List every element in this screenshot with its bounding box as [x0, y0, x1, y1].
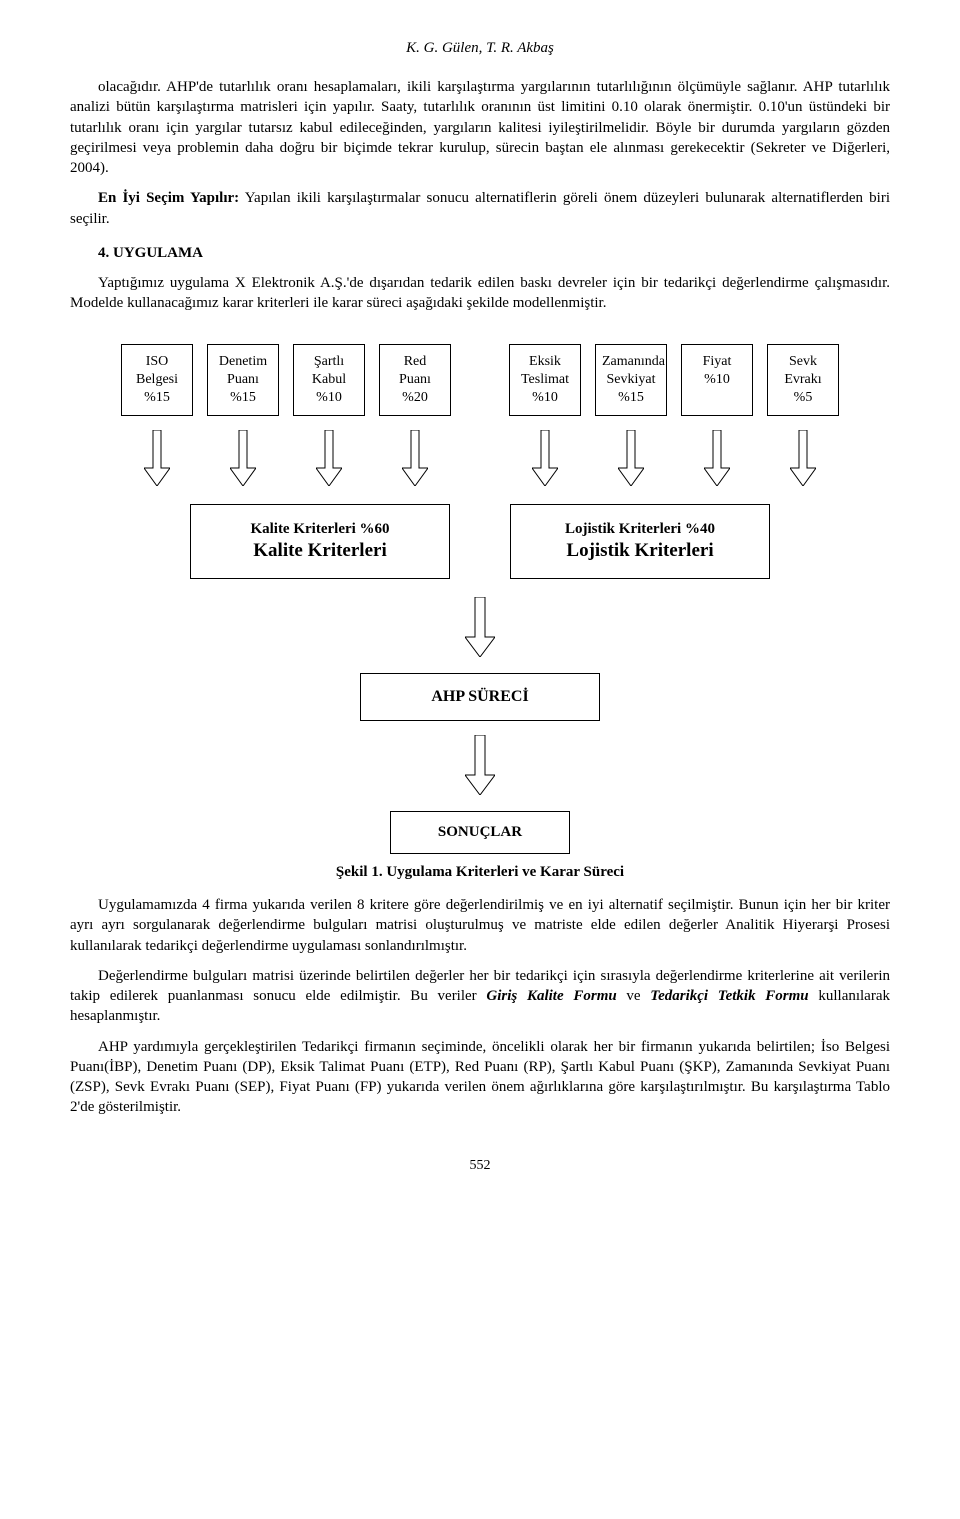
arrow-down-icon: [532, 430, 558, 486]
lojistik-line1: Lojistik Kriterleri %40: [539, 521, 741, 538]
crit-denetim-l2: Puanı: [214, 371, 272, 389]
mid-criteria-row: Kalite Kriterleri %60 Kalite Kriterleri …: [70, 504, 890, 579]
crit-red-l2: Puanı: [386, 371, 444, 389]
crit-zaman-l3: %15: [602, 389, 660, 407]
crit-sevk: Sevk Evrakı %5: [767, 344, 839, 417]
page-number: 552: [70, 1158, 890, 1174]
arrow-down-icon: [704, 430, 730, 486]
paragraph-5: Değerlendirme bulguları matrisi üzerinde…: [70, 966, 890, 1027]
figure-1-caption: Şekil 1. Uygulama Kriterleri ve Karar Sü…: [70, 864, 890, 881]
crit-red-l1: Red: [386, 353, 444, 371]
crit-denetim-l1: Denetim: [214, 353, 272, 371]
arrow-down-icon: [465, 735, 495, 795]
crit-fiyat-l2: %10: [688, 371, 746, 389]
criteria-diagram: ISO Belgesi %15 Denetim Puanı %15 Şartlı…: [70, 344, 890, 882]
arrow-down-icon: [618, 430, 644, 486]
crit-iso-l2: Belgesi: [128, 371, 186, 389]
crit-sevk-l2: Evrakı: [774, 371, 832, 389]
criteria-group-quality: ISO Belgesi %15 Denetim Puanı %15 Şartlı…: [121, 344, 451, 417]
paragraph-2: En İyi Seçim Yapılır: Yapılan ikili karş…: [70, 188, 890, 229]
criteria-arrow-row: [70, 430, 890, 486]
crit-denetim: Denetim Puanı %15: [207, 344, 279, 417]
crit-zaman-l2: Sevkiyat: [602, 371, 660, 389]
page-header-authors: K. G. Gülen, T. R. Akbaş: [70, 40, 890, 57]
crit-iso-l1: ISO: [128, 353, 186, 371]
box-lojistik-kriterleri: Lojistik Kriterleri %40 Lojistik Kriterl…: [510, 504, 770, 579]
crit-fiyat: Fiyat %10: [681, 344, 753, 417]
arrow-down-icon: [790, 430, 816, 486]
section-4-heading: 4. UYGULAMA: [70, 243, 890, 263]
crit-eksik-l1: Eksik: [516, 353, 574, 371]
crit-sevk-l1: Sevk: [774, 353, 832, 371]
crit-denetim-l3: %15: [214, 389, 272, 407]
crit-eksik-l2: Teslimat: [516, 371, 574, 389]
crit-red-l3: %20: [386, 389, 444, 407]
p5-c: ve: [617, 988, 651, 1004]
crit-eksik-l3: %10: [516, 389, 574, 407]
arrow-down-icon: [465, 597, 495, 657]
crit-sartli-l2: Kabul: [300, 371, 358, 389]
crit-iso-l3: %15: [128, 389, 186, 407]
crit-eksik: Eksik Teslimat %10: [509, 344, 581, 417]
criteria-group-logistics: Eksik Teslimat %10 Zamanında Sevkiyat %1…: [509, 344, 839, 417]
criteria-row: ISO Belgesi %15 Denetim Puanı %15 Şartlı…: [70, 344, 890, 417]
crit-sartli-l1: Şartlı: [300, 353, 358, 371]
crit-red: Red Puanı %20: [379, 344, 451, 417]
crit-iso: ISO Belgesi %15: [121, 344, 193, 417]
crit-zaman-l1: Zamanında: [602, 353, 660, 371]
crit-sartli-l3: %10: [300, 389, 358, 407]
crit-zaman: Zamanında Sevkiyat %15: [595, 344, 667, 417]
kalite-line1: Kalite Kriterleri %60: [219, 521, 421, 538]
arrow-down-icon: [402, 430, 428, 486]
kalite-line2: Kalite Kriterleri: [219, 540, 421, 562]
box-kalite-kriterleri: Kalite Kriterleri %60 Kalite Kriterleri: [190, 504, 450, 579]
arrow-down-icon: [316, 430, 342, 486]
paragraph-1: olacağıdır. AHP'de tutarlılık oranı hesa…: [70, 77, 890, 178]
crit-fiyat-l1: Fiyat: [688, 353, 746, 371]
crit-sevk-l3: %5: [774, 389, 832, 407]
box-ahp-sureci: AHP SÜRECİ: [360, 673, 600, 721]
box-sonuclar: SONUÇLAR: [390, 811, 570, 854]
crit-sartli: Şartlı Kabul %10: [293, 344, 365, 417]
p5-d: Tedarikçi Tetkik Formu: [650, 988, 808, 1004]
paragraph-2-lead: En İyi Seçim Yapılır:: [98, 190, 239, 206]
paragraph-4: Uygulamamızda 4 firma yukarıda verilen 8…: [70, 895, 890, 956]
arrow-down-icon: [144, 430, 170, 486]
arrow-down-icon: [230, 430, 256, 486]
paragraph-6: AHP yardımıyla gerçekleştirilen Tedarikç…: [70, 1037, 890, 1118]
p5-b: Giriş Kalite Formu: [486, 988, 616, 1004]
paragraph-3: Yaptığımız uygulama X Elektronik A.Ş.'de…: [70, 273, 890, 314]
lojistik-line2: Lojistik Kriterleri: [539, 540, 741, 562]
